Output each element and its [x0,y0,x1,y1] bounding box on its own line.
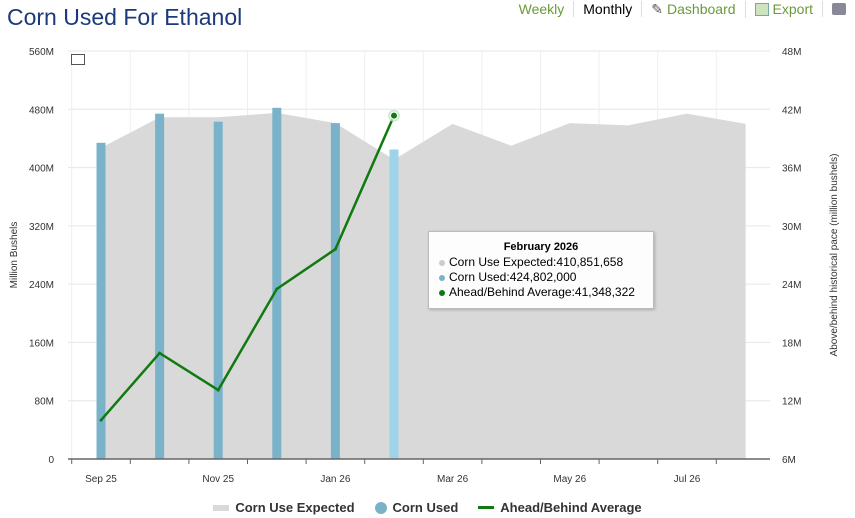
legend-label: Corn Use Expected [235,500,355,515]
x-tick-label: May 26 [553,474,586,485]
legend: Corn Use Expected Corn Used Ahead/Behind… [0,500,855,515]
legend-label: Corn Used [392,500,459,515]
area-corn-use-expected [101,112,746,459]
tooltip-label: Corn Use Expected: [449,255,557,269]
tooltip-header: February 2026 [503,241,579,253]
x-tick-label: Mar 26 [437,474,469,485]
bar-corn-used [272,107,282,459]
y2-tick-label: 6M [782,455,796,466]
legend-item-average[interactable]: Ahead/Behind Average [478,500,642,515]
tooltip-value: 424,802,000 [509,270,577,284]
tooltip-row: Ahead/Behind Average:41,348,322 [439,285,643,300]
y2-tick-label: 36M [782,164,801,175]
tooltip-row: Corn Used:424,802,000 [439,270,643,285]
dashboard-label: Dashboard [667,1,736,17]
pin-icon: ✎ [651,0,664,17]
x-tick-label: Jul 26 [674,474,701,485]
y-tick-label: 0 [48,455,54,466]
printer-icon [832,3,846,15]
tooltip-label: Ahead/Behind Average: [449,285,575,299]
y2-tick-label: 30M [782,222,801,233]
x-tick-label: Jan 26 [320,474,350,485]
y2-tick-label: 12M [782,397,801,408]
y-tick-label: 240M [29,280,54,291]
point-ahead-behind [275,287,279,291]
line-ahead-behind [100,115,396,421]
x-tick-label: Nov 25 [202,474,234,485]
weekly-button[interactable]: Weekly [510,1,575,17]
export-label: Export [772,1,813,17]
tooltip-label: Corn Used: [449,270,510,284]
y-tick-label: 560M [29,47,54,58]
export-button[interactable]: Export [746,1,823,17]
y2-tick-label: 42M [782,105,801,116]
tooltip: February 2026 Corn Use Expected:410,851,… [428,231,654,309]
y-axis-title: Million Bushels [9,222,20,289]
comment-icon[interactable] [71,54,85,65]
tooltip-value: 410,851,658 [556,255,624,269]
point-ahead-behind [99,418,103,422]
tooltip-row: Corn Use Expected:410,851,658 [439,255,643,270]
bar-corn-used [96,142,106,460]
bar-corn-used [213,121,223,460]
page-title: Corn Used For Ethanol [7,4,243,30]
spreadsheet-icon [754,2,769,16]
y-tick-label: 320M [29,222,54,233]
y-tick-label: 160M [29,338,54,349]
legend-item-expected[interactable]: Corn Use Expected [213,500,355,515]
x-tick-label: Sep 25 [85,474,117,485]
tooltip-value: 41,348,322 [574,285,635,299]
y2-tick-label: 48M [782,47,801,58]
bar-corn-used [330,123,340,459]
monthly-button[interactable]: Monthly [574,1,643,17]
y2-tick-label: 24M [782,280,801,291]
point-ahead-behind [216,388,220,392]
y2-tick-label: 18M [782,338,801,349]
y-tick-label: 80M [35,397,54,408]
legend-label: Ahead/Behind Average [500,500,642,515]
print-button[interactable] [823,3,855,15]
point-ahead-behind [390,111,398,120]
point-ahead-behind [333,247,337,251]
dashboard-button[interactable]: ✎ Dashboard [642,0,746,18]
bar-corn-used [155,113,165,460]
toolbar: Weekly Monthly ✎ Dashboard Export [510,0,855,18]
y-tick-label: 480M [29,105,54,116]
point-ahead-behind [158,351,162,355]
bar-corn-used [389,149,399,459]
y2-axis-title: Above/behind historical pace (million bu… [829,154,840,357]
legend-item-used[interactable]: Corn Used [374,500,459,515]
y-tick-label: 400M [29,164,54,175]
